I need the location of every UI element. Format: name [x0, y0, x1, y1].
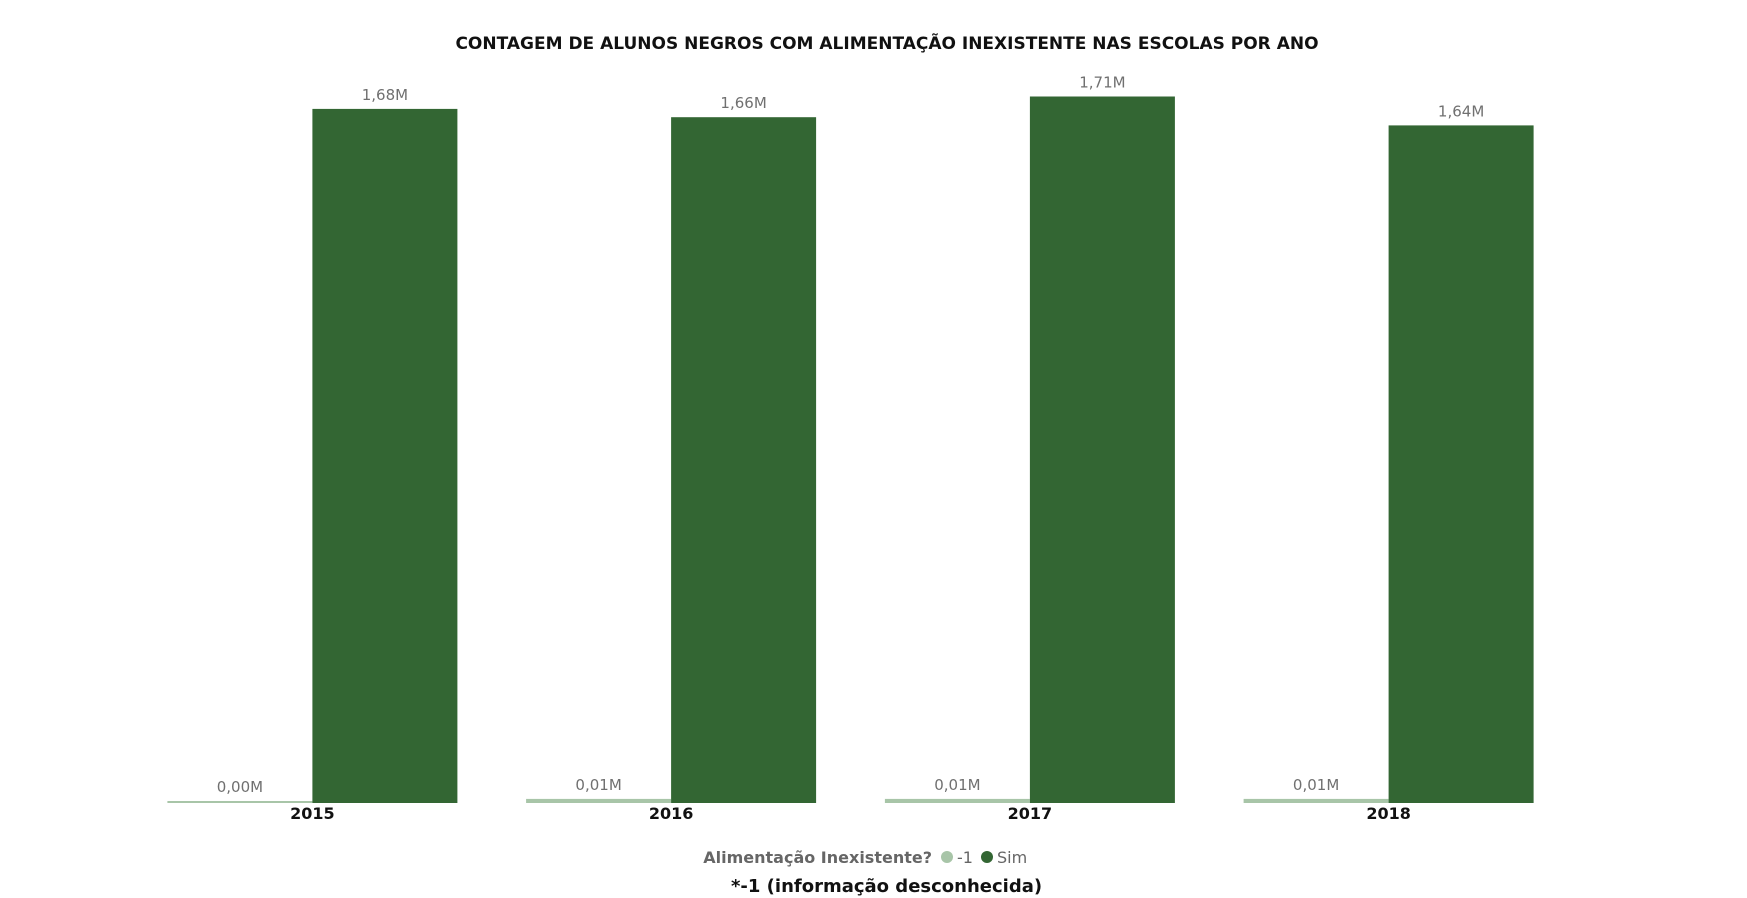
legend-marker-sim	[981, 851, 993, 863]
bar-unknown-2017[interactable]	[884, 798, 1030, 803]
legend: Alimentação Inexistente? -1 Sim	[703, 848, 1027, 867]
data-label-unknown-2017: 0,01M	[934, 776, 980, 794]
x-tick-label-2016: 2016	[649, 804, 694, 823]
bar-sim-2015[interactable]	[312, 108, 458, 803]
bar-sim-2016[interactable]	[671, 117, 817, 803]
x-tick-label-2017: 2017	[1008, 804, 1053, 823]
bar-unknown-2016[interactable]	[526, 798, 672, 803]
data-label-sim-2016: 1,66M	[720, 94, 766, 112]
data-label-sim-2017: 1,71M	[1079, 74, 1125, 92]
x-tick-label-2015: 2015	[290, 804, 335, 823]
plot-area: 0,00M 1,68M 2015 0,01M 1,66M 2016 0,01M 1,71M 20…	[167, 74, 1534, 823]
data-label-unknown-2015: 0,00M	[217, 778, 263, 796]
bar-unknown-2015[interactable]	[167, 801, 313, 803]
legend-label-sim: Sim	[997, 848, 1027, 867]
bar-unknown-2018[interactable]	[1243, 798, 1389, 803]
bar-sim-2017[interactable]	[1029, 96, 1175, 804]
data-label-unknown-2018: 0,01M	[1293, 776, 1339, 794]
footnote: *-1 (informação desconhecida)	[731, 876, 1042, 897]
chart-title: CONTAGEM DE ALUNOS NEGROS COM ALIMENTAÇÃ…	[455, 31, 1318, 54]
data-label-sim-2018: 1,64M	[1438, 102, 1484, 120]
data-label-unknown-2016: 0,01M	[575, 776, 621, 794]
legend-label-unknown: -1	[957, 848, 973, 867]
x-tick-label-2018: 2018	[1366, 804, 1411, 823]
legend-marker-unknown	[941, 851, 953, 863]
bar-sim-2018[interactable]	[1388, 125, 1534, 803]
data-label-sim-2015: 1,68M	[362, 86, 408, 104]
legend-title: Alimentação Inexistente?	[703, 848, 932, 867]
